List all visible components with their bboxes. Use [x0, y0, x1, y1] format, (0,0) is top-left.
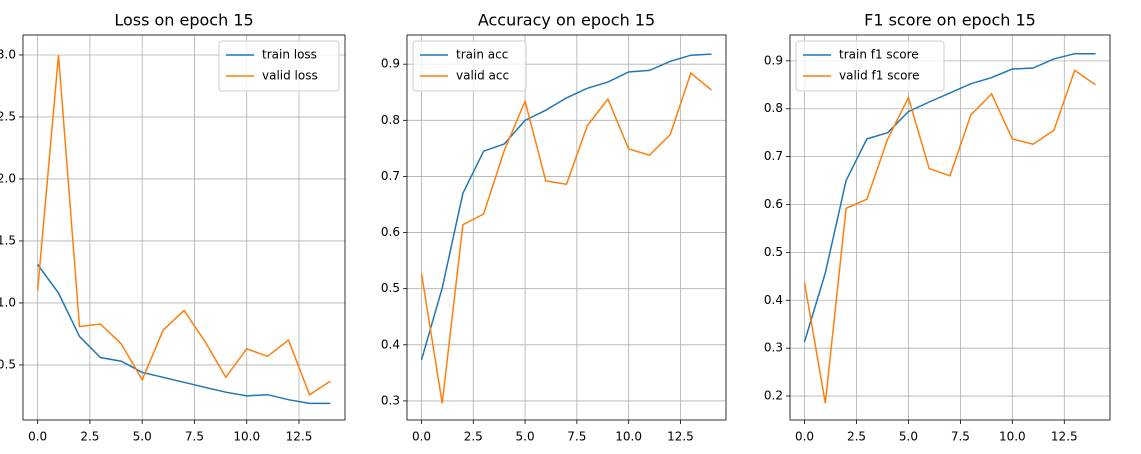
x-tick-label: 0.0 [28, 430, 47, 444]
axes-frame [406, 34, 727, 421]
x-tick-label: 2.5 [80, 430, 99, 444]
y-tick-label: 0.5 [381, 281, 400, 295]
y-tick-label: 1.0 [0, 295, 16, 309]
legend-box [795, 40, 945, 92]
y-tick-label: 0.6 [764, 197, 783, 211]
y-tick-label: 0.3 [764, 341, 783, 355]
x-tick-label: 2.5 [464, 430, 483, 444]
y-tick-label: 0.4 [764, 293, 783, 307]
y-tick-label: 0.9 [764, 53, 783, 67]
y-tick-label: 0.7 [764, 149, 783, 163]
y-tick-label: 2.0 [0, 171, 16, 185]
y-tick-label: 0.5 [0, 357, 16, 371]
x-tick-label: 2.5 [847, 430, 866, 444]
x-tick-label: 7.5 [951, 430, 970, 444]
y-tick-label: 0.6 [381, 225, 400, 239]
legend-box [412, 40, 527, 92]
y-tick-label: 0.2 [764, 389, 783, 403]
x-tick-label: 10.0 [615, 430, 642, 444]
line-series [36, 54, 331, 396]
legend-label: train loss [262, 48, 317, 62]
chart-title: Accuracy on epoch 15 [478, 11, 655, 30]
legend-label: train acc [456, 48, 508, 62]
y-tick-label: 0.4 [381, 337, 400, 351]
chart-title: Loss on epoch 15 [114, 11, 253, 30]
x-tick-label: 7.5 [185, 430, 204, 444]
axes-frame [789, 34, 1111, 421]
y-tick-label: 0.3 [381, 393, 400, 407]
x-tick-label: 12.5 [1051, 430, 1078, 444]
y-tick-label: 3.0 [0, 47, 16, 61]
line-series [36, 264, 331, 405]
y-tick-label: 0.7 [381, 169, 400, 183]
line-series [420, 53, 712, 361]
subplot: Loss on epoch 15 0.0 2.5 5.0 7.5 10.0 12.5 0.5 1… [0, 11, 346, 444]
x-tick-label: 5.0 [899, 430, 918, 444]
subplot: Accuracy on epoch 15 0.0 2.5 5.0 7.5 10.0 12.5… [381, 11, 727, 444]
x-tick-label: 12.5 [667, 430, 694, 444]
x-tick-label: 5.0 [133, 430, 152, 444]
legend-label: valid loss [262, 69, 318, 83]
line-series [803, 52, 1096, 343]
y-tick-label: 2.5 [0, 109, 16, 123]
y-tick-label: 0.8 [764, 101, 783, 115]
legend-box [218, 40, 340, 92]
legend-label: valid acc [456, 69, 509, 83]
legend-label: train f1 score [839, 48, 919, 62]
x-tick-label: 10.0 [999, 430, 1026, 444]
line-series [420, 71, 712, 404]
x-tick-label: 10.0 [233, 430, 260, 444]
line-series [803, 69, 1096, 404]
y-tick-label: 0.9 [381, 57, 400, 71]
x-tick-label: 5.0 [516, 430, 535, 444]
x-tick-label: 7.5 [567, 430, 586, 444]
subplot: F1 score on epoch 15 0.0 2.5 5.0 7.5 10.0 12.5… [764, 11, 1111, 444]
axes-frame [22, 34, 346, 421]
y-tick-label: 0.5 [764, 245, 783, 259]
legend-label: valid f1 score [839, 69, 919, 83]
y-tick-label: 0.8 [381, 113, 400, 127]
y-tick-label: 1.5 [0, 233, 16, 247]
x-tick-label: 0.0 [412, 430, 431, 444]
x-tick-label: 12.5 [286, 430, 313, 444]
x-tick-label: 0.0 [795, 430, 814, 444]
chart-title: F1 score on epoch 15 [864, 11, 1036, 30]
